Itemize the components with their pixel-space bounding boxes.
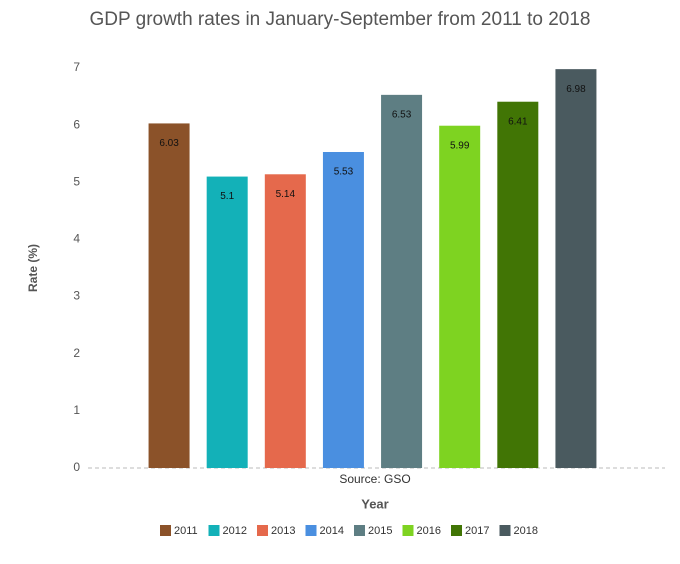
y-tick-label: 2 <box>73 346 80 360</box>
legend-swatch <box>354 525 365 536</box>
legend-swatch <box>305 525 317 536</box>
y-tick-label: 0 <box>73 460 80 474</box>
legend-label: 2012 <box>223 525 247 537</box>
bar <box>322 152 364 468</box>
y-tick-label: 5 <box>73 174 80 188</box>
value-label: 6.53 <box>392 109 412 120</box>
legend-label: 2013 <box>271 525 295 537</box>
y-tick-label: 4 <box>73 232 80 246</box>
bar <box>497 101 539 468</box>
legend-swatch <box>499 525 511 536</box>
value-label: 5.14 <box>276 189 296 200</box>
legend-label: 2011 <box>174 525 198 537</box>
value-label: 6.41 <box>508 116 528 127</box>
y-axis-label: Rate (%) <box>26 244 40 292</box>
legend-swatch <box>160 525 171 536</box>
value-label: 6.03 <box>159 138 179 149</box>
y-tick-label: 7 <box>73 60 80 74</box>
bar <box>555 69 597 469</box>
legend-swatch <box>402 525 414 536</box>
value-label: 5.99 <box>450 140 470 151</box>
bar <box>439 125 481 468</box>
legend-label: 2014 <box>320 525 344 537</box>
bar <box>381 94 423 468</box>
y-tick-label: 6 <box>73 117 80 131</box>
bar <box>148 123 190 468</box>
bar <box>264 174 306 469</box>
value-label: 6.98 <box>566 84 586 95</box>
legend-label: 2018 <box>514 525 538 537</box>
chart-title: GDP growth rates in January-September fr… <box>90 9 591 30</box>
legend-swatch <box>257 525 268 536</box>
legend-label: 2017 <box>465 525 489 537</box>
legend-swatch <box>208 525 220 536</box>
legend-swatch <box>451 525 462 536</box>
y-tick-label: 1 <box>73 403 80 417</box>
annotation: Source: GSO <box>339 472 410 486</box>
bar <box>206 176 248 469</box>
y-tick-label: 3 <box>73 289 80 303</box>
legend-label: 2016 <box>417 525 441 537</box>
legend-label: 2015 <box>368 525 392 537</box>
x-axis-label: Year <box>361 496 388 511</box>
value-label: 5.53 <box>334 167 354 178</box>
value-label: 5.1 <box>220 191 234 202</box>
